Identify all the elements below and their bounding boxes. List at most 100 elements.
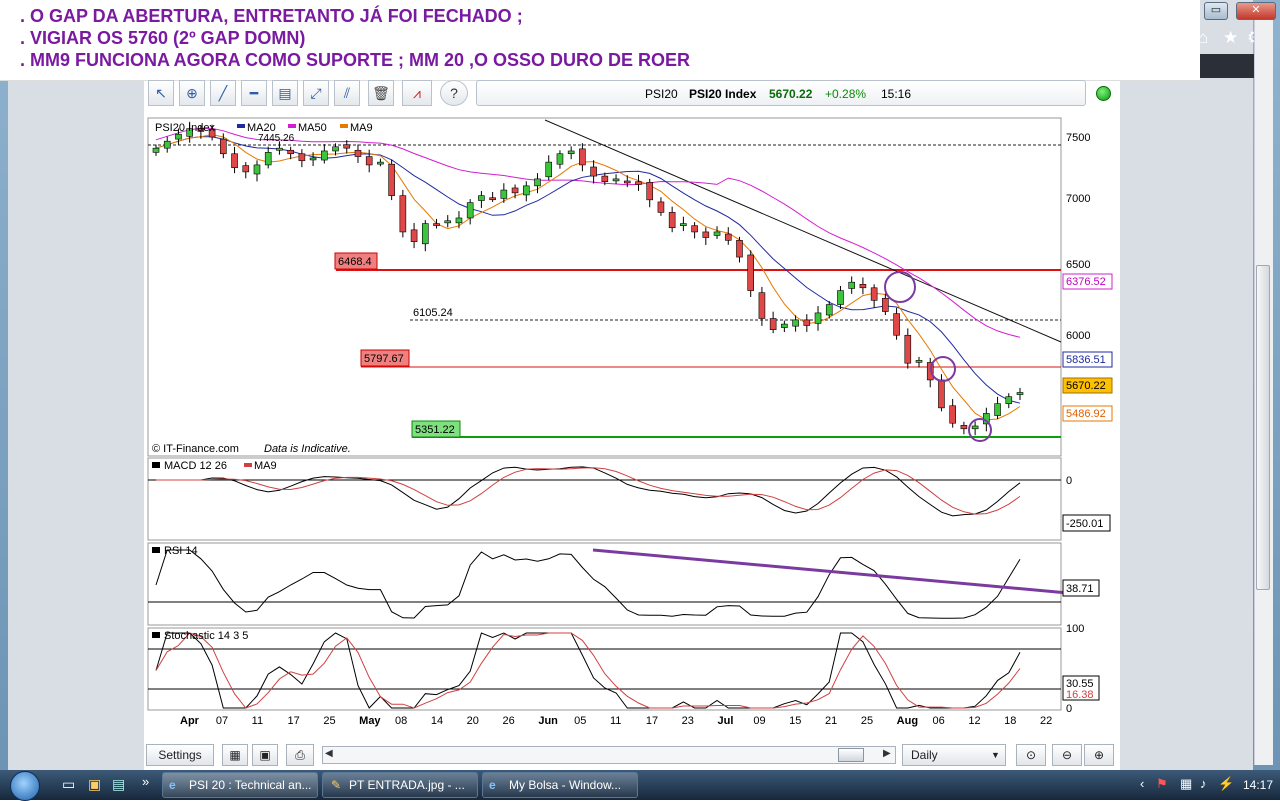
quote-bar: PSI20 PSI20 Index 5670.22 +0.28% 15:16 — [476, 80, 1086, 106]
candle-down — [724, 233, 732, 241]
page-scroll-thumb[interactable] — [1256, 265, 1270, 590]
candle-down — [365, 156, 373, 166]
tray-network-icon[interactable]: ▦ — [1180, 776, 1193, 791]
macd-signal-line — [156, 467, 1021, 515]
data-disclaimer: Data is Indicative. — [264, 443, 351, 455]
print-icon[interactable]: ⎙ — [286, 744, 314, 766]
legend-ma50: MA50 — [298, 122, 327, 134]
dashed-level-label: 6105.24 — [413, 307, 453, 319]
candle-up — [264, 152, 272, 166]
legend-ma20: MA20 — [247, 122, 276, 134]
candle-down — [601, 175, 609, 182]
candle-up — [1016, 392, 1024, 395]
date-axis-label: 15 — [789, 715, 801, 727]
line-icon[interactable]: ╱ — [210, 80, 236, 106]
macd-value: -250.01 — [1066, 518, 1103, 530]
tray-chevron-icon[interactable]: ‹ — [1140, 776, 1145, 791]
candle-down — [702, 231, 710, 238]
downtrend-line[interactable] — [544, 119, 1062, 343]
stochastic-k-line — [155, 632, 1021, 709]
start-button[interactable] — [4, 770, 50, 801]
candle-up — [421, 223, 429, 245]
candle-down — [579, 148, 586, 166]
candle-down — [657, 201, 665, 213]
indicator-icon[interactable]: ⩘ — [402, 80, 432, 106]
candle-down — [220, 138, 227, 155]
help-icon[interactable]: ? — [440, 80, 468, 106]
zoom-icon[interactable]: ⊕ — [179, 80, 205, 106]
parallel-lines-icon[interactable]: ⫽ — [334, 80, 360, 106]
home-icon[interactable]: ⌂ — [1198, 28, 1209, 47]
candlestick-series — [152, 121, 1024, 436]
taskbar-item-mybolsa[interactable]: e My Bolsa - Window... — [482, 772, 638, 798]
tray-power-icon[interactable]: ⚡ — [1218, 776, 1235, 791]
candle-down — [938, 379, 945, 409]
ma9-value: 5486.92 — [1066, 408, 1106, 420]
candle-up — [478, 195, 485, 201]
taskbar-item-image[interactable]: ✎ PT ENTRADA.jpg - ... — [322, 772, 478, 798]
scroll-right-icon[interactable]: ▶ — [883, 748, 891, 759]
date-axis-label: 11 — [252, 715, 263, 727]
calculator-icon[interactable]: ▦ — [222, 744, 248, 766]
candle-down — [511, 187, 519, 194]
macd-value-tag — [1062, 514, 1111, 532]
candle-up — [466, 202, 474, 219]
candle-up — [825, 304, 833, 316]
quote-index-name: PSI20 Index — [689, 87, 757, 101]
legend-last-close: 7445.26 — [258, 133, 295, 144]
candle-down — [433, 223, 440, 226]
annotation-line-1: . O GAP DA ABERTURA, ENTRETANTO JÁ FOI F… — [20, 6, 523, 26]
macd-signal-swatch — [244, 463, 252, 467]
legend-ma20-swatch — [237, 124, 245, 128]
minimize-button[interactable]: ▭ — [1204, 2, 1228, 20]
rsi-trendline[interactable] — [592, 548, 1069, 595]
channel-icon[interactable]: ⤢ — [303, 80, 329, 106]
zoom-in-icon[interactable]: ⊕ — [1084, 744, 1114, 766]
horizontal-scrollbar[interactable]: ◀ ▶ — [322, 746, 896, 764]
candle-down — [399, 195, 407, 233]
show-desktop-icon[interactable]: ▭ — [62, 776, 76, 792]
pointer-icon[interactable]: ↖ — [148, 80, 174, 106]
candle-up — [545, 161, 553, 178]
chart-bottom-bar: Settings ▦ ▣ ⎙ ◀ ▶ Daily ▼ ⊙ ⊖ ⊕ — [144, 742, 1120, 768]
scroll-thumb[interactable] — [838, 748, 864, 762]
candle-down — [949, 405, 956, 424]
rsi-legend-swatch — [152, 547, 160, 553]
candle-down — [859, 283, 867, 289]
candle-down — [197, 128, 205, 132]
candle-down — [769, 318, 777, 330]
taskbar-item-browser[interactable]: e PSI 20 : Technical an... — [162, 772, 318, 798]
support-tag — [411, 420, 461, 438]
favorites-star-icon[interactable]: ★ — [1223, 28, 1239, 47]
quicklaunch-folder-icon[interactable]: ▣ — [88, 776, 102, 792]
fibonacci-icon[interactable]: ▤ — [272, 80, 298, 106]
zoom-fit-icon[interactable]: ⊙ — [1016, 744, 1046, 766]
browser-tab-strip — [1200, 54, 1254, 78]
date-axis-label: 22 — [1040, 715, 1052, 727]
candle-up — [792, 319, 799, 327]
candle-up — [534, 178, 541, 187]
period-select[interactable]: Daily ▼ — [902, 744, 1006, 766]
candle-down — [298, 153, 306, 162]
save-icon[interactable]: ▣ — [252, 744, 278, 766]
support-label: 5351.22 — [415, 424, 455, 436]
date-axis-label: Apr — [180, 715, 200, 727]
settings-button[interactable]: Settings — [146, 744, 214, 766]
date-axis-label: 09 — [753, 715, 765, 727]
scroll-left-icon[interactable]: ◀ — [325, 748, 333, 759]
ma20-value-tag — [1062, 351, 1113, 368]
candle-up — [175, 133, 182, 140]
zoom-out-icon[interactable]: ⊖ — [1052, 744, 1082, 766]
candle-down — [635, 181, 642, 185]
tray-flag-icon[interactable]: ⚑ — [1156, 776, 1168, 791]
macd-panel — [147, 457, 1062, 541]
horizontal-line-icon[interactable]: ━ — [241, 80, 267, 106]
quicklaunch-app-icon[interactable]: ▤ — [112, 776, 126, 792]
quicklaunch-chevron[interactable]: » — [142, 774, 150, 789]
close-button[interactable]: ✕ — [1236, 2, 1276, 20]
taskbar-item-label: PSI 20 : Technical an... — [189, 778, 312, 792]
trash-icon[interactable]: 🗑 — [368, 80, 394, 106]
candle-up — [377, 161, 384, 165]
tray-volume-icon[interactable]: ♪ — [1200, 776, 1207, 791]
